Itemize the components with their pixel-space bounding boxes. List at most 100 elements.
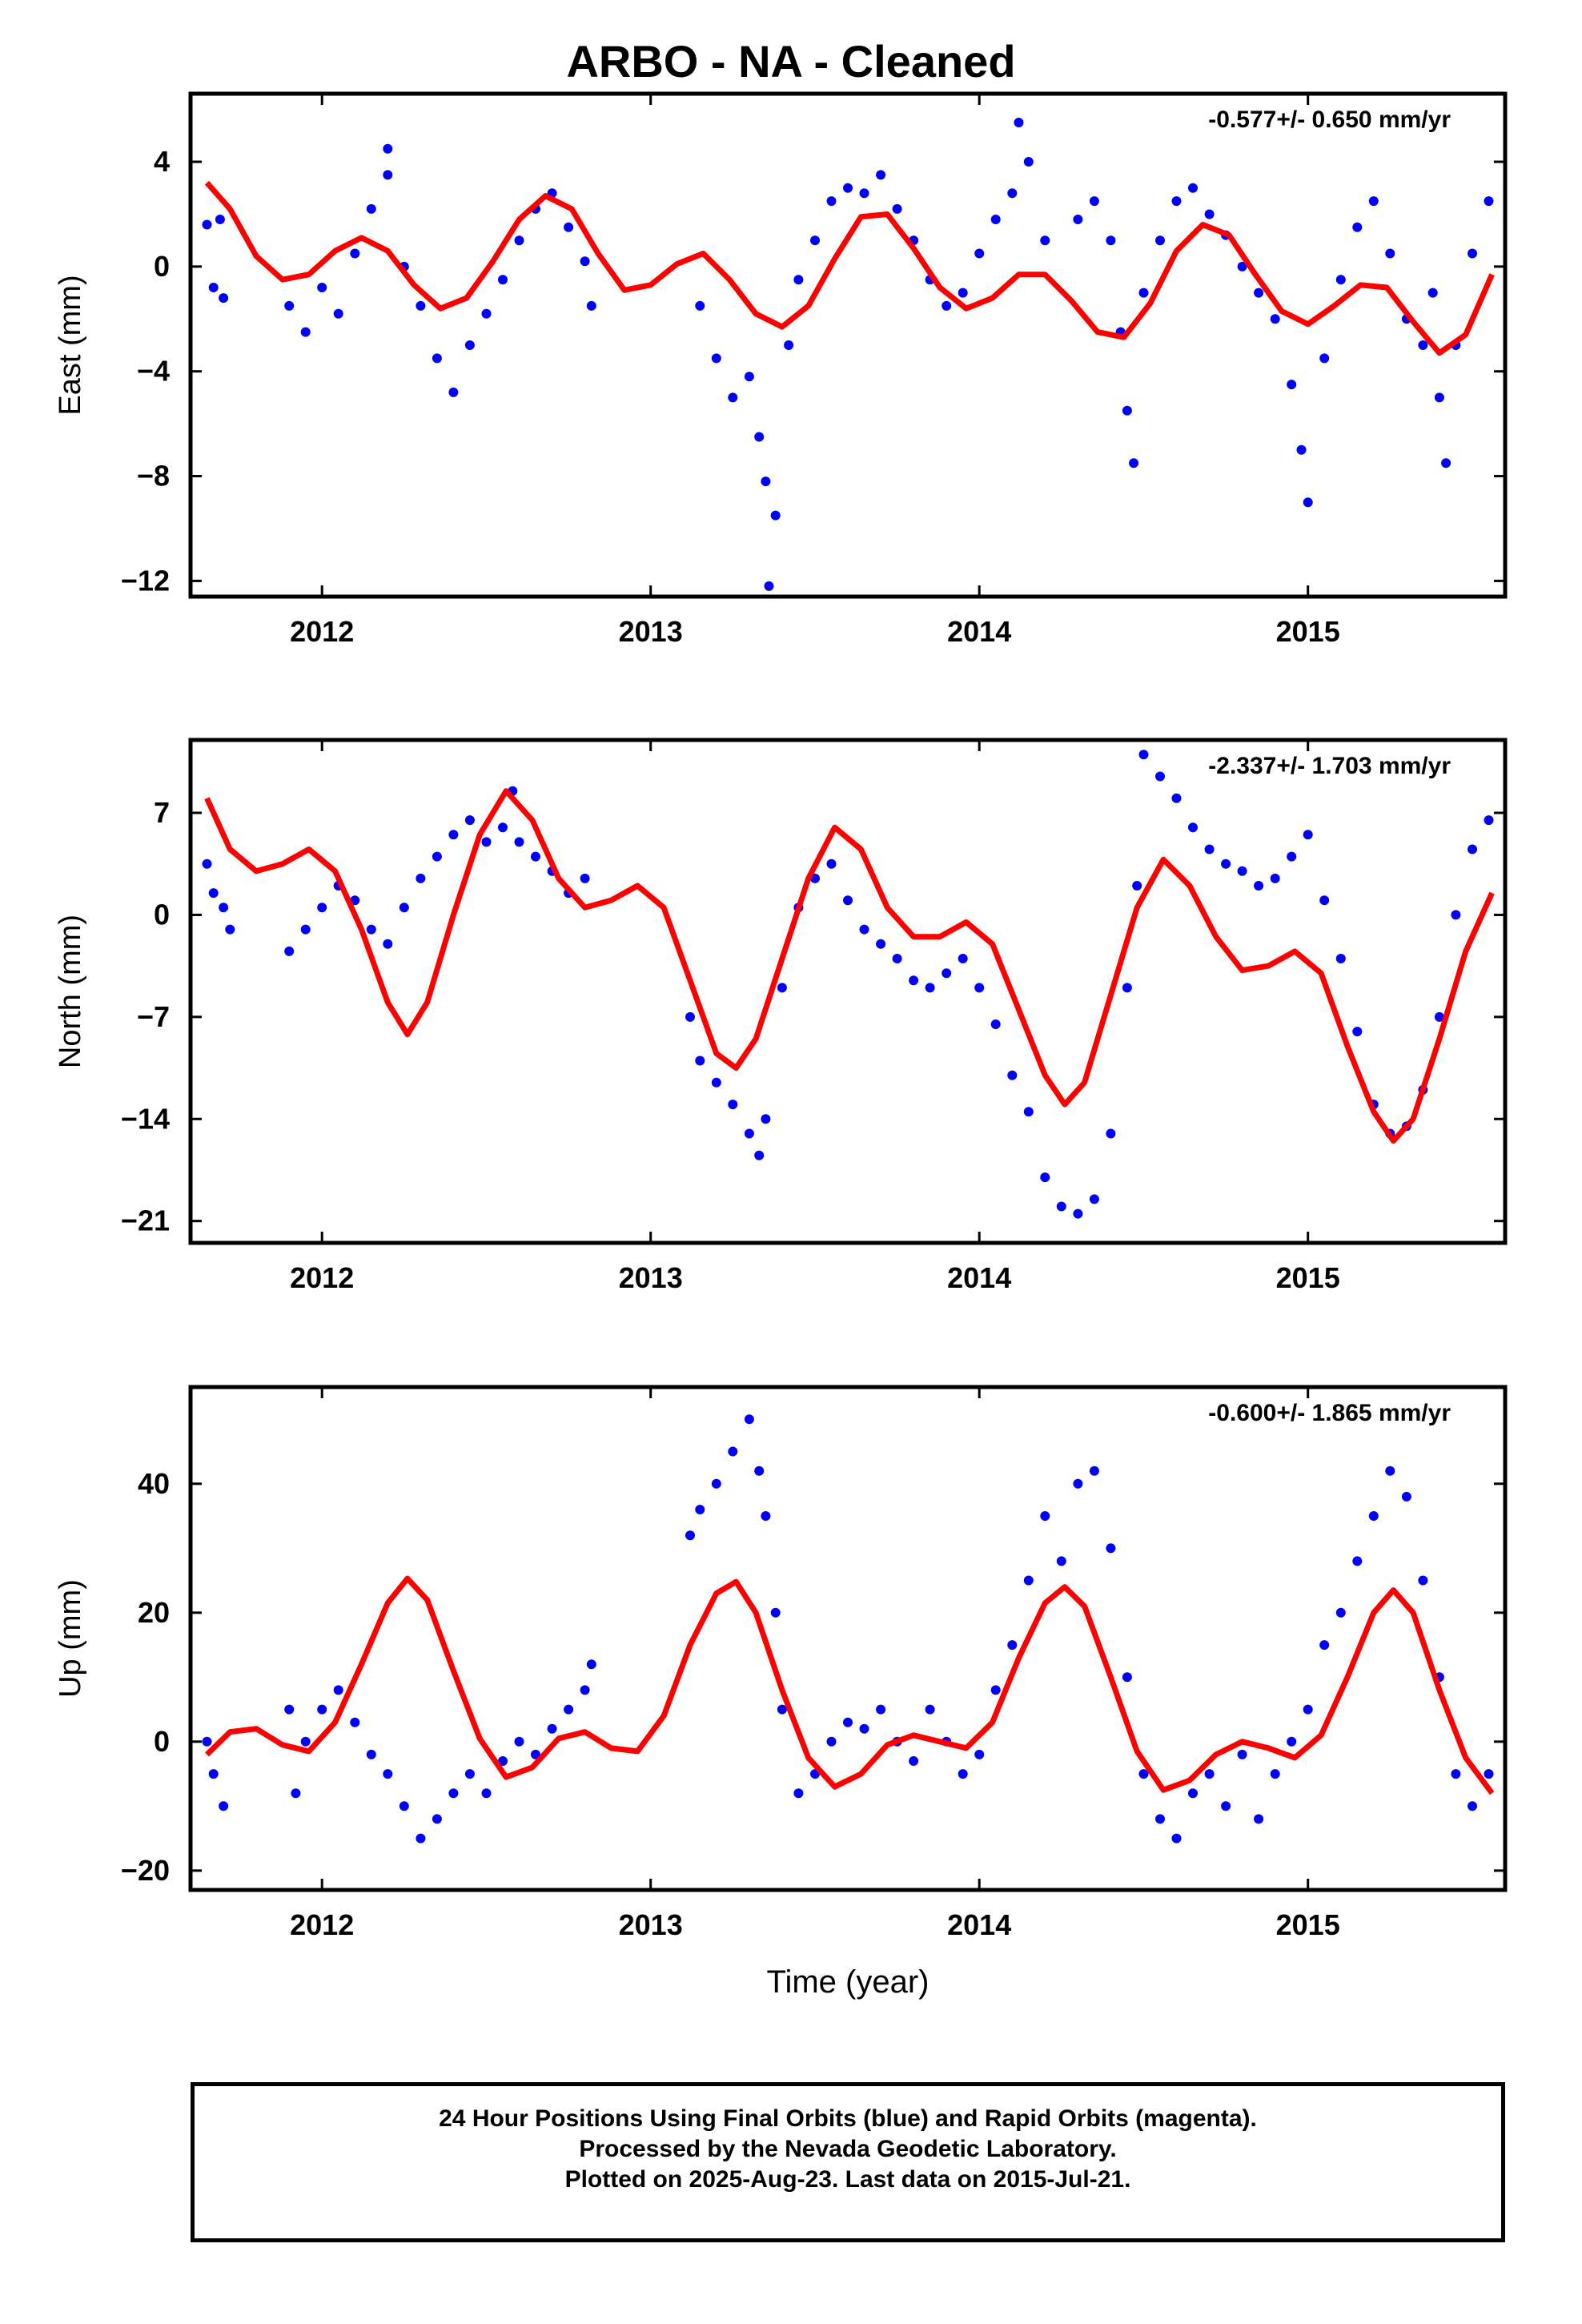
data-point [580, 256, 590, 267]
data-point [958, 287, 968, 298]
caption-line-1: 24 Hour Positions Using Final Orbits (bl… [439, 2105, 1257, 2132]
y-tick-label: 4 [154, 145, 170, 178]
data-point [481, 837, 492, 847]
data-point [383, 1769, 393, 1779]
data-point [990, 215, 1001, 224]
data-point [810, 235, 820, 246]
data-point [859, 1723, 869, 1734]
data-point [1089, 1194, 1099, 1204]
x-tick-label: 2012 [290, 1261, 354, 1294]
data-point [202, 1736, 212, 1747]
data-point [383, 170, 393, 180]
data-point [586, 300, 596, 311]
data-point [1287, 851, 1297, 862]
data-point [1319, 1640, 1330, 1651]
data-point [1451, 1769, 1461, 1779]
data-point [1451, 910, 1461, 920]
data-point [1418, 1575, 1428, 1586]
data-point [448, 387, 459, 397]
data-point [1434, 392, 1444, 403]
data-point [695, 300, 705, 311]
data-point [432, 851, 442, 862]
data-point [1188, 183, 1198, 193]
data-point [1352, 1027, 1363, 1037]
data-point [284, 1704, 295, 1715]
data-point [1484, 196, 1494, 207]
data-point [1129, 458, 1139, 468]
data-point [208, 1769, 219, 1779]
data-point [1401, 1491, 1411, 1502]
data-point [761, 1511, 771, 1521]
data-point [1335, 954, 1346, 963]
y-axis-label: East (mm) [54, 275, 87, 415]
data-point [1335, 1607, 1346, 1618]
data-point [547, 1723, 557, 1734]
x-tick-label: 2013 [619, 1261, 683, 1294]
data-point [498, 275, 508, 285]
data-point [1368, 1511, 1379, 1521]
data-point [464, 340, 475, 350]
data-point [826, 858, 837, 869]
data-point [464, 815, 475, 826]
data-point [685, 1011, 695, 1022]
data-point [685, 1530, 695, 1541]
data-point [754, 432, 765, 442]
data-point [1073, 1208, 1083, 1219]
data-point [1040, 235, 1050, 246]
rate-annotation: -0.600+/- 1.865 mm/yr [1208, 1400, 1451, 1426]
data-point [728, 1100, 738, 1110]
data-point [317, 283, 327, 292]
data-point [416, 1833, 426, 1844]
data-point [317, 903, 327, 913]
data-point [1303, 497, 1313, 508]
data-point [974, 983, 985, 993]
data-point [399, 1801, 409, 1811]
caption-line-2: Processed by the Nevada Geodetic Laborat… [579, 2136, 1117, 2162]
data-point [350, 248, 360, 259]
data-point [1138, 750, 1149, 760]
data-point [350, 895, 360, 906]
data-point [464, 1769, 475, 1779]
data-point [1073, 1478, 1083, 1489]
data-point [925, 1704, 935, 1715]
data-point [728, 1446, 738, 1457]
data-point [1319, 353, 1330, 364]
data-point [1385, 1466, 1395, 1476]
chart-title: ARBO - NA - Cleaned [566, 36, 1016, 86]
x-tick-label: 2013 [619, 615, 683, 648]
data-point [1270, 314, 1280, 324]
data-point [1319, 895, 1330, 906]
data-point [1007, 188, 1018, 199]
data-point [432, 1814, 442, 1824]
data-point [416, 300, 426, 311]
data-point [448, 1788, 459, 1799]
data-point [974, 248, 985, 259]
data-point [366, 203, 376, 214]
data-point [1138, 287, 1149, 298]
plot-frame [188, 91, 1508, 599]
data-point [202, 858, 212, 869]
y-tick-label: −8 [137, 460, 170, 493]
data-point [1155, 235, 1165, 246]
data-point [793, 1788, 804, 1799]
data-point [1040, 1172, 1050, 1183]
data-point [711, 1077, 721, 1088]
data-point [1254, 1814, 1264, 1824]
rate-annotation: -0.577+/- 0.650 mm/yr [1208, 107, 1451, 133]
data-point [1441, 458, 1452, 468]
data-point [531, 851, 540, 862]
data-point [225, 924, 235, 935]
data-point [1221, 1801, 1231, 1811]
data-point [826, 1736, 837, 1747]
data-point [1073, 215, 1083, 224]
y-tick-label: 0 [154, 250, 170, 283]
data-point [580, 1685, 590, 1695]
data-point [1014, 118, 1024, 127]
data-point [514, 837, 524, 847]
y-tick-label: −4 [137, 355, 170, 388]
data-point [843, 183, 853, 193]
data-point [366, 1749, 376, 1759]
data-point [695, 1505, 705, 1514]
data-point [925, 983, 935, 993]
